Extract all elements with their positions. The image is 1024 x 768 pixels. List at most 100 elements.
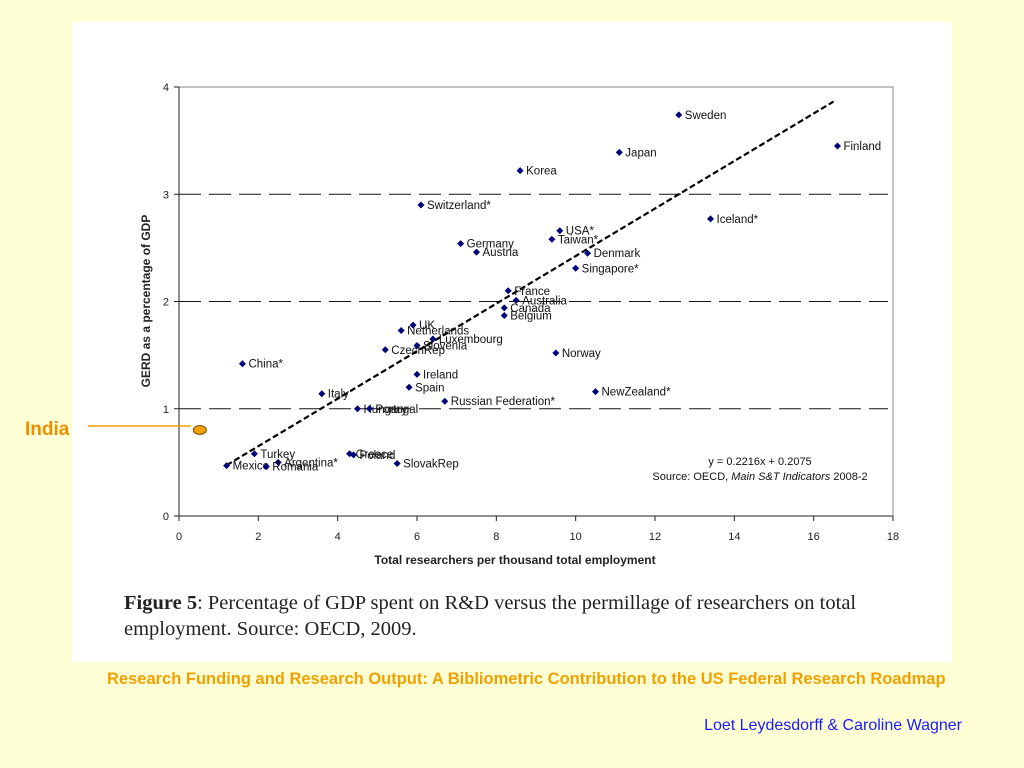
point-marker [473, 248, 480, 256]
data-point: Australia [512, 295, 568, 307]
y-tick-label: 1 [163, 404, 169, 416]
data-point: CzechRep [381, 345, 445, 357]
point-label: Mexico [233, 461, 269, 473]
x-tick-label: 4 [335, 531, 341, 543]
point-label: Singapore* [582, 263, 639, 275]
data-point: NewZealand* [592, 387, 671, 399]
y-ticks: 0 1 2 3 4 [163, 82, 179, 523]
point-label: Japan [625, 147, 656, 159]
point-label: Turkey [260, 449, 295, 461]
point-label: Austria [483, 247, 519, 259]
point-marker [707, 215, 715, 223]
data-point: France [504, 286, 550, 298]
point-label: Sweden [685, 110, 727, 122]
data-point: Austria [473, 247, 519, 259]
point-label: Germany [467, 239, 515, 251]
data-point: Iceland* [707, 214, 759, 226]
point-marker [413, 370, 421, 378]
data-point: USA* [556, 226, 594, 238]
point-label: Netherlands [407, 325, 469, 337]
data-point: Finland [833, 141, 881, 153]
data-points: Sweden Finland Japan Korea Switzerland* Icela… [223, 110, 881, 474]
data-point: Denmark [584, 248, 640, 260]
point-marker [552, 349, 560, 357]
point-label: Hungary [364, 404, 408, 416]
x-ticks: 0 2 4 6 8 10 12 14 16 18 [176, 516, 899, 543]
slide-authors: Loet Leydesdorff & Caroline Wagner [704, 717, 962, 734]
point-label: Taiwan* [558, 234, 599, 246]
x-tick-label: 16 [808, 531, 820, 543]
data-point: Japan [615, 147, 657, 159]
x-tick-label: 8 [493, 531, 499, 543]
y-tick-label: 4 [163, 82, 169, 94]
gridlines [179, 193, 888, 410]
point-label: USA* [566, 226, 595, 238]
point-marker [393, 459, 401, 467]
point-label: Australia [522, 295, 567, 307]
x-tick-label: 18 [887, 531, 899, 543]
data-point: Slovenia [413, 340, 468, 352]
data-point: Mexico [223, 461, 269, 473]
point-label: Slovenia [423, 340, 468, 352]
data-point: Ireland [413, 369, 458, 381]
source-note-suffix: 2008-2 [830, 471, 867, 483]
point-label: Greece [356, 449, 394, 461]
point-marker [238, 360, 246, 368]
point-marker [441, 397, 449, 405]
point-marker [675, 111, 683, 119]
data-point: Sweden [675, 110, 726, 122]
figure-caption: Figure 5: Percentage of GDP spent on R&D… [124, 590, 934, 642]
point-marker [250, 450, 258, 458]
point-marker [381, 346, 389, 354]
data-point: Argentina* [274, 457, 338, 469]
point-marker [500, 311, 508, 319]
annotation-group [88, 425, 207, 435]
x-tick-label: 0 [176, 531, 182, 543]
point-marker [405, 383, 413, 391]
point-marker [500, 304, 508, 312]
data-point: Poland [350, 450, 395, 462]
point-label: Iceland* [717, 214, 759, 226]
point-marker [318, 390, 326, 398]
data-point: Spain [405, 382, 444, 394]
point-label: Romania [272, 462, 319, 474]
x-tick-label: 2 [255, 531, 261, 543]
point-marker [354, 405, 361, 413]
x-tick-label: 10 [570, 531, 582, 543]
point-label: Poland [360, 450, 396, 462]
point-marker [833, 142, 841, 150]
point-marker [413, 341, 421, 349]
source-note: Source: OECD, Main S&T Indicators 2008-2 [652, 471, 867, 483]
data-point: China* [238, 359, 284, 371]
point-label: NewZealand* [602, 387, 672, 399]
data-point: Portugal [365, 404, 418, 416]
point-marker [429, 335, 437, 343]
point-label: Korea [526, 166, 557, 178]
data-point: Switzerland* [417, 200, 491, 212]
y-axis-label: GERD as a percentage of GDP [139, 215, 153, 388]
data-point: Korea [516, 166, 557, 178]
point-marker [556, 227, 564, 235]
point-marker [615, 148, 623, 156]
point-marker [592, 388, 599, 396]
point-label: SlovakRep [403, 458, 459, 470]
point-label: UK [419, 320, 435, 332]
y-tick-label: 3 [163, 189, 169, 201]
source-note-italic: Main S&T Indicators [731, 471, 831, 483]
point-label: Norway [562, 348, 601, 360]
data-point: Germany [457, 239, 514, 251]
point-label: Belgium [510, 310, 552, 322]
data-point: UK [409, 320, 435, 332]
data-point: SlovakRep [393, 458, 459, 470]
point-marker [512, 296, 520, 304]
point-label: Luxembourg [439, 334, 503, 346]
data-point: Russian Federation* [441, 396, 555, 408]
point-marker [572, 264, 580, 272]
point-marker [274, 458, 282, 466]
data-point: Belgium [500, 310, 552, 322]
data-point: Norway [552, 348, 601, 360]
x-tick-label: 14 [728, 531, 740, 543]
point-label: Argentina* [284, 457, 338, 469]
trendline-equation: y = 0.2216x + 0.2075 [708, 456, 811, 468]
